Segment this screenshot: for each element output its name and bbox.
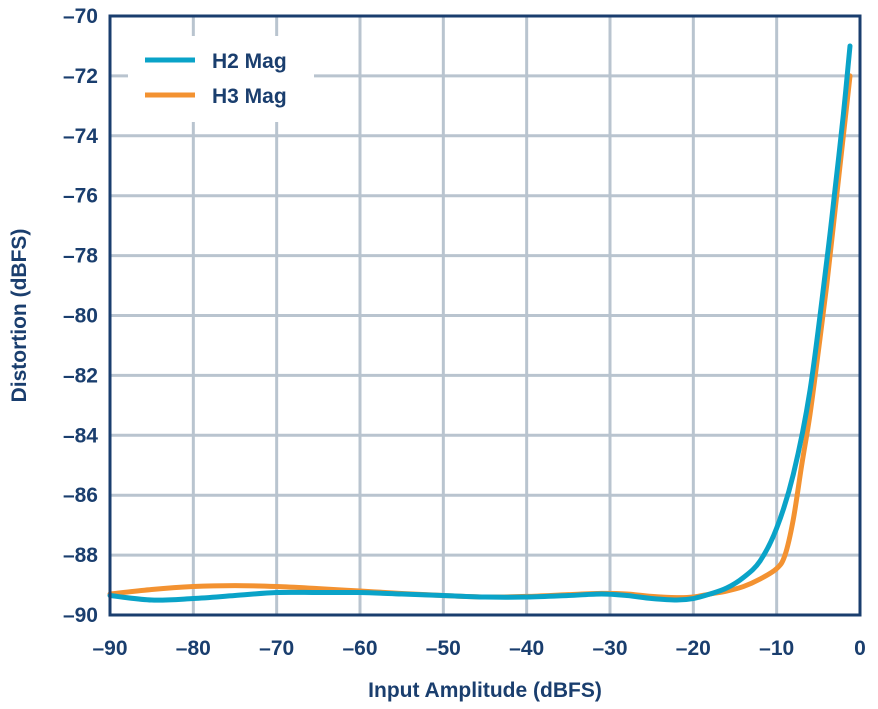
x-tick-label: –50: [426, 637, 461, 660]
y-tick-label: –84: [63, 424, 98, 447]
legend-background: [128, 36, 314, 122]
y-tick-label: –86: [63, 484, 98, 507]
x-tick-label: –90: [92, 637, 127, 660]
plot-frame: [108, 14, 862, 617]
y-tick-label: –90: [63, 604, 98, 627]
y-tick-label: –74: [63, 125, 98, 148]
legend-label-h3: H3 Mag: [212, 85, 287, 108]
legend: H2 Mag H3 Mag: [128, 36, 314, 122]
legend-label-h2: H2 Mag: [212, 50, 287, 73]
x-tick-label: –20: [676, 637, 711, 660]
x-tick-label: –10: [759, 637, 794, 660]
y-tick-label: –80: [63, 305, 98, 328]
y-tick-label: –82: [63, 364, 98, 387]
x-tick-label: –80: [176, 637, 211, 660]
series-lines: [107, 43, 853, 603]
series-line-h3-mag: [107, 73, 853, 601]
y-tick-label: –88: [63, 544, 98, 567]
x-tick-label: –70: [259, 637, 294, 660]
x-tick-label: –60: [342, 637, 377, 660]
y-tick-label: –72: [63, 65, 98, 88]
x-tick-labels: –90 –80 –70 –60 –50 –40 –30 –20 –10 0: [92, 637, 865, 660]
y-tick-label: –70: [63, 5, 98, 28]
x-tick-label: 0: [854, 637, 866, 660]
y-tick-labels: –70 –72 –74 –76 –78 –80 –82 –84 –86 –88 –90: [63, 5, 98, 627]
y-axis-label: Distortion (dBFS): [8, 229, 31, 403]
x-axis-label: Input Amplitude (dBFS): [368, 679, 602, 702]
y-tick-label: –78: [63, 245, 98, 268]
x-tick-label: –40: [509, 637, 544, 660]
x-tick-label: –30: [592, 637, 627, 660]
grid: [110, 16, 860, 615]
series-line-h2-mag: [107, 43, 853, 603]
y-tick-label: –76: [63, 185, 98, 208]
